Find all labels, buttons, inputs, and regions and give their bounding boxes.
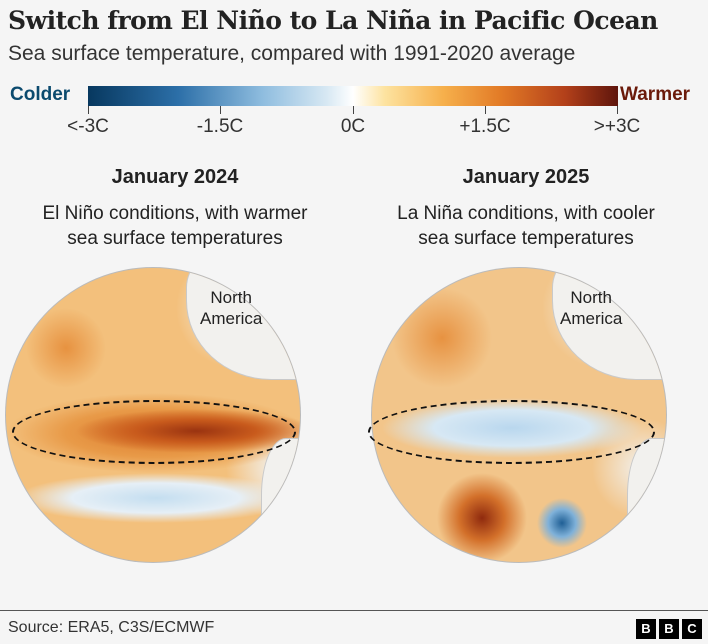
region-label-north-america: North America	[200, 287, 262, 329]
legend-tick-label: -1.5C	[196, 116, 244, 137]
description-line: sea surface temperatures	[67, 228, 283, 249]
source-note: Source: ERA5, C3S/ECMWF	[8, 619, 215, 636]
south-america-landmass	[627, 438, 666, 562]
equatorial-pacific-highlight	[368, 400, 655, 464]
color-scale-bar	[88, 86, 618, 106]
chart-subtitle: Sea surface temperature, compared with 1…	[8, 42, 576, 65]
region-label-line: North	[570, 288, 612, 307]
legend-tick	[485, 106, 486, 114]
region-label-line: North	[210, 288, 252, 307]
footer-divider	[0, 610, 708, 611]
equatorial-pacific-highlight	[12, 400, 296, 464]
chart-title: Switch from El Niño to La Niña in Pacifi…	[8, 6, 658, 35]
region-label-line: America	[200, 309, 263, 328]
legend-tick	[220, 106, 221, 114]
panel-heading-2024: January 2024	[111, 166, 239, 188]
region-label-line: America	[560, 309, 623, 328]
south-america-landmass	[261, 438, 300, 562]
region-label-north-america: North America	[560, 287, 622, 329]
legend-tick-label: <-3C	[67, 116, 109, 137]
logo-letter: C	[682, 619, 702, 639]
panel-heading-2025: January 2025	[462, 166, 590, 188]
description-line: sea surface temperatures	[418, 228, 634, 249]
logo-letter: B	[659, 619, 679, 639]
description-line: La Niña conditions, with cooler	[397, 203, 655, 224]
logo-letter: B	[636, 619, 656, 639]
legend-tick	[88, 106, 89, 114]
legend-warmer-label: Warmer	[620, 84, 691, 105]
legend-tick-label: >+3C	[593, 116, 641, 137]
legend-tick-label: +1.5C	[459, 116, 511, 137]
legend-colder-label: Colder	[10, 84, 71, 105]
legend-tick-label: 0C	[340, 116, 366, 137]
legend-tick	[353, 106, 354, 114]
description-line: El Niño conditions, with warmer	[42, 203, 308, 224]
legend-tick	[617, 106, 618, 114]
bbc-logo: B B C	[636, 619, 702, 639]
panel-description-2024: El Niño conditions, with warmer sea surf…	[0, 201, 355, 251]
panel-description-2025: La Niña conditions, with cooler sea surf…	[346, 201, 706, 251]
